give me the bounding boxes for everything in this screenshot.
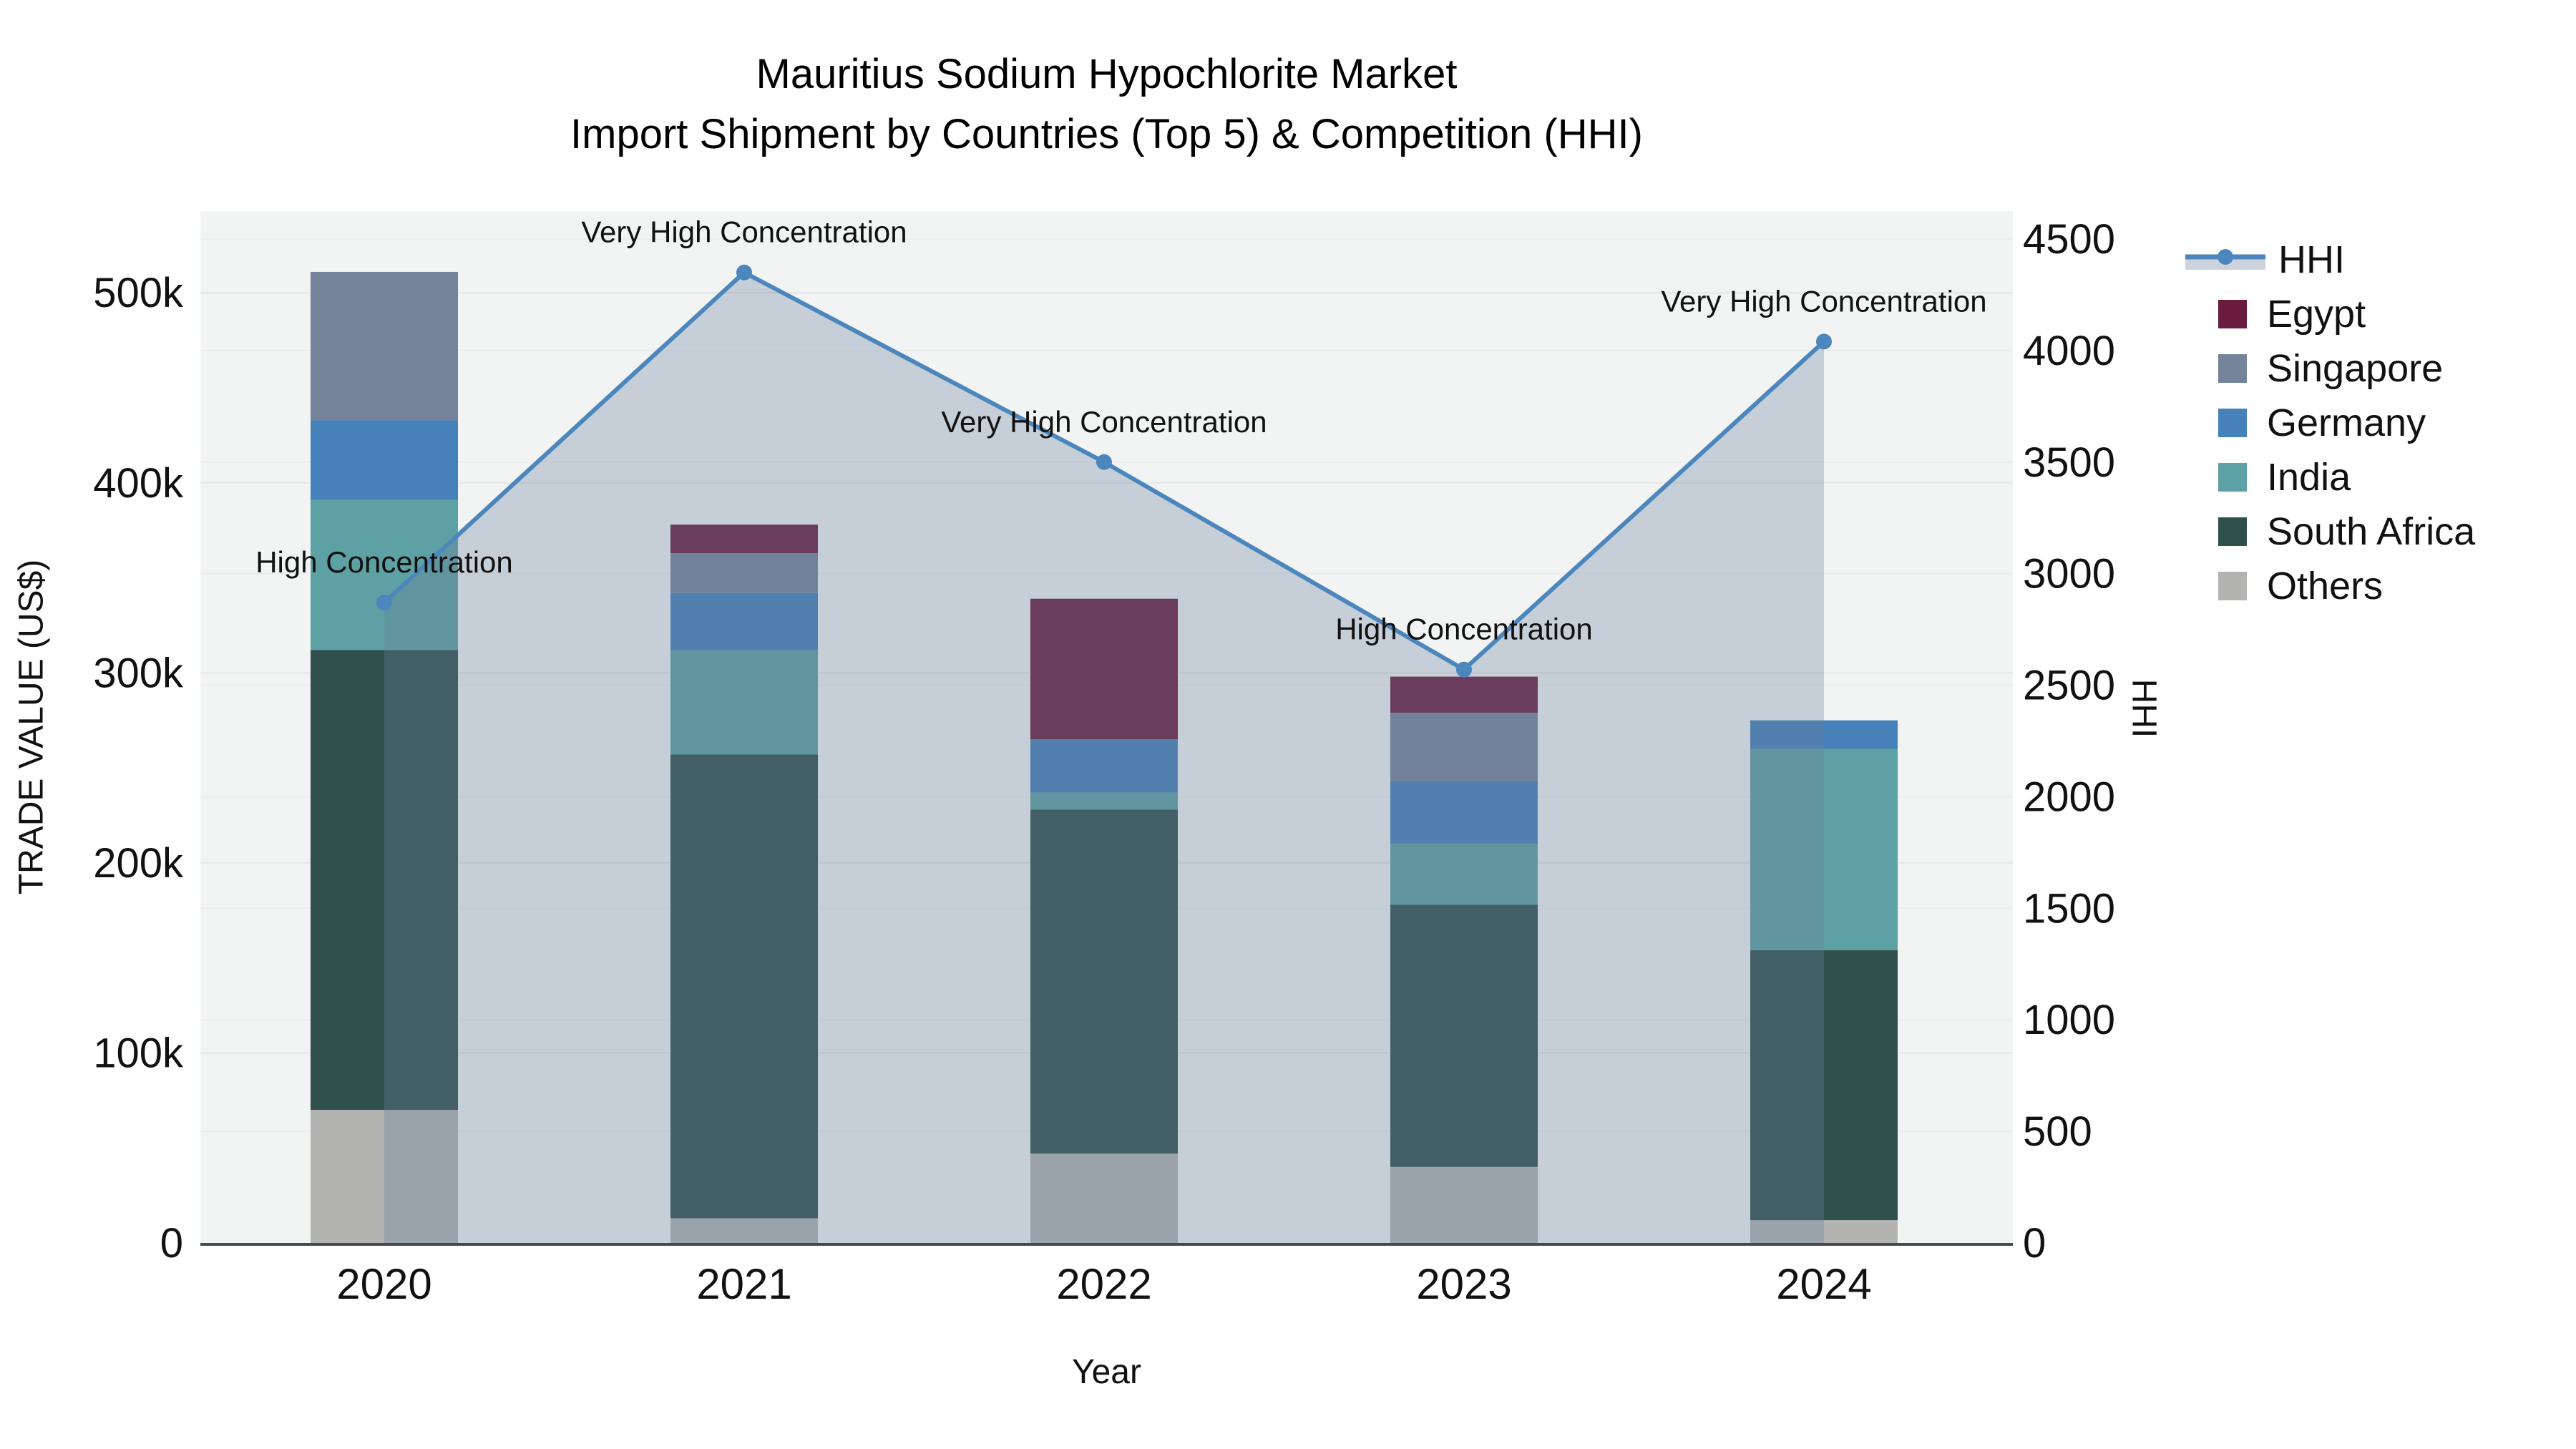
y-right-tick-2000: 2000	[2023, 774, 2115, 820]
bar-segment-2023-india[interactable]	[1390, 844, 1538, 905]
y-left-tick-300k: 300k	[93, 650, 184, 696]
legend-item-india[interactable]: India	[2184, 450, 2475, 504]
legend-item-egypt[interactable]: Egypt	[2184, 287, 2475, 341]
hhi-marker-2024[interactable]	[1816, 333, 1832, 350]
y-right-tick-1000: 1000	[2023, 997, 2115, 1043]
y-left-tick-500k: 500k	[93, 270, 184, 316]
bar-segment-2023-others[interactable]	[1390, 1166, 1538, 1243]
y-right-tick-4500: 4500	[2023, 216, 2115, 263]
legend-label: HHI	[2278, 238, 2345, 281]
legend-swatch-singapore	[2218, 354, 2247, 383]
legend: HHI Egypt Singapore Germany India South Afric…	[2184, 233, 2475, 613]
legend-swatch-others	[2218, 572, 2247, 600]
bar-segment-2021-egypt[interactable]	[670, 525, 818, 554]
x-tick-2021: 2021	[696, 1260, 791, 1308]
x-tick-2020: 2020	[336, 1260, 431, 1308]
x-tick-2024: 2024	[1776, 1260, 1871, 1308]
annotation-2023: High Concentration	[1335, 613, 1593, 646]
annotation-2020: High Concentration	[255, 545, 513, 579]
y-left-tick-200k: 200k	[93, 840, 184, 887]
bar-segment-2022-egypt[interactable]	[1030, 598, 1178, 740]
legend-item-singapore[interactable]: Singapore	[2184, 341, 2475, 396]
y-left-tick-100k: 100k	[93, 1030, 184, 1076]
legend-item-germany[interactable]: Germany	[2184, 396, 2475, 450]
bar-segment-2021-india[interactable]	[670, 650, 818, 755]
legend-label: Egypt	[2267, 293, 2366, 336]
bar-segment-2022-germany[interactable]	[1030, 739, 1178, 793]
bar-segment-2022-india[interactable]	[1030, 792, 1178, 810]
bar-segment-2020-india[interactable]	[311, 499, 458, 650]
legend-swatch-india	[2218, 463, 2247, 492]
legend-item-others[interactable]: Others	[2184, 559, 2475, 613]
bar-segment-2021-singapore[interactable]	[670, 553, 818, 593]
legend-label: South Africa	[2267, 510, 2476, 553]
y-right-tick-500: 500	[2023, 1108, 2092, 1155]
y-right-tick-1500: 1500	[2023, 885, 2115, 932]
bar-segment-2022-others[interactable]	[1030, 1153, 1178, 1243]
chart-title-line2: Import Shipment by Countries (Top 5) & C…	[570, 111, 1643, 157]
bar-segment-2024-germany[interactable]	[1750, 720, 1898, 749]
x-tick-2023: 2023	[1416, 1260, 1511, 1308]
annotation-2022: Very High Concentration	[941, 405, 1267, 439]
legend-label: Germany	[2267, 401, 2426, 444]
y-right-tick-4000: 4000	[2023, 328, 2115, 374]
y-left-tick-400k: 400k	[93, 460, 184, 507]
bar-segment-2024-south-africa[interactable]	[1750, 950, 1898, 1221]
y-left-tick-0: 0	[160, 1220, 183, 1267]
hhi-marker-2020[interactable]	[376, 595, 392, 611]
bar-segment-2022-south-africa[interactable]	[1030, 809, 1178, 1154]
x-tick-2022: 2022	[1056, 1260, 1151, 1308]
bar-segment-2020-singapore[interactable]	[311, 271, 458, 421]
y-left-axis-title: TRADE VALUE (US$)	[12, 559, 51, 895]
bar-segment-2023-germany[interactable]	[1390, 781, 1538, 844]
annotation-2021: Very High Concentration	[581, 215, 907, 249]
y-right-tick-3000: 3000	[2023, 551, 2115, 597]
legend-label: India	[2267, 456, 2351, 499]
legend-item-south-africa[interactable]: South Africa	[2184, 504, 2475, 559]
legend-swatch-south-africa	[2218, 517, 2247, 546]
bar-segment-2023-south-africa[interactable]	[1390, 904, 1538, 1167]
hhi-marker-2022[interactable]	[1096, 454, 1112, 470]
bar-segment-2024-india[interactable]	[1750, 748, 1898, 951]
bar-segment-2020-germany[interactable]	[311, 420, 458, 500]
bar-segment-2020-others[interactable]	[311, 1110, 458, 1243]
bar-segment-2021-others[interactable]	[670, 1218, 818, 1243]
legend-label: Others	[2267, 565, 2384, 608]
bar-segment-2023-singapore[interactable]	[1390, 713, 1538, 781]
legend-label: Singapore	[2267, 347, 2444, 390]
hhi-marker-2021[interactable]	[736, 264, 752, 280]
y-right-tick-3500: 3500	[2023, 439, 2115, 486]
x-axis-title: Year	[1072, 1353, 1141, 1391]
y-right-axis-title: HHI	[2124, 678, 2163, 738]
legend-swatch-egypt	[2218, 300, 2247, 328]
legend-swatch-germany	[2218, 409, 2247, 437]
y-right-tick-0: 0	[2023, 1220, 2046, 1267]
chart-title: Mauritius Sodium Hypochlorite Market Imp…	[200, 44, 2013, 165]
hhi-marker-2023[interactable]	[1456, 661, 1472, 678]
bar-segment-2021-south-africa[interactable]	[670, 754, 818, 1219]
hhi-area-fill	[384, 272, 1824, 1244]
hhi-legend-symbol	[2185, 249, 2265, 270]
y-right-tick-2500: 2500	[2023, 663, 2115, 709]
bar-segment-2021-germany[interactable]	[670, 592, 818, 650]
bar-segment-2020-south-africa[interactable]	[311, 650, 458, 1111]
bar-segment-2024-others[interactable]	[1750, 1220, 1898, 1243]
legend-item-hhi[interactable]: HHI	[2184, 233, 2475, 287]
chart-title-line1: Mauritius Sodium Hypochlorite Market	[756, 51, 1458, 97]
annotation-2024: Very High Concentration	[1661, 284, 1986, 318]
bar-segment-2023-egypt[interactable]	[1390, 676, 1538, 713]
